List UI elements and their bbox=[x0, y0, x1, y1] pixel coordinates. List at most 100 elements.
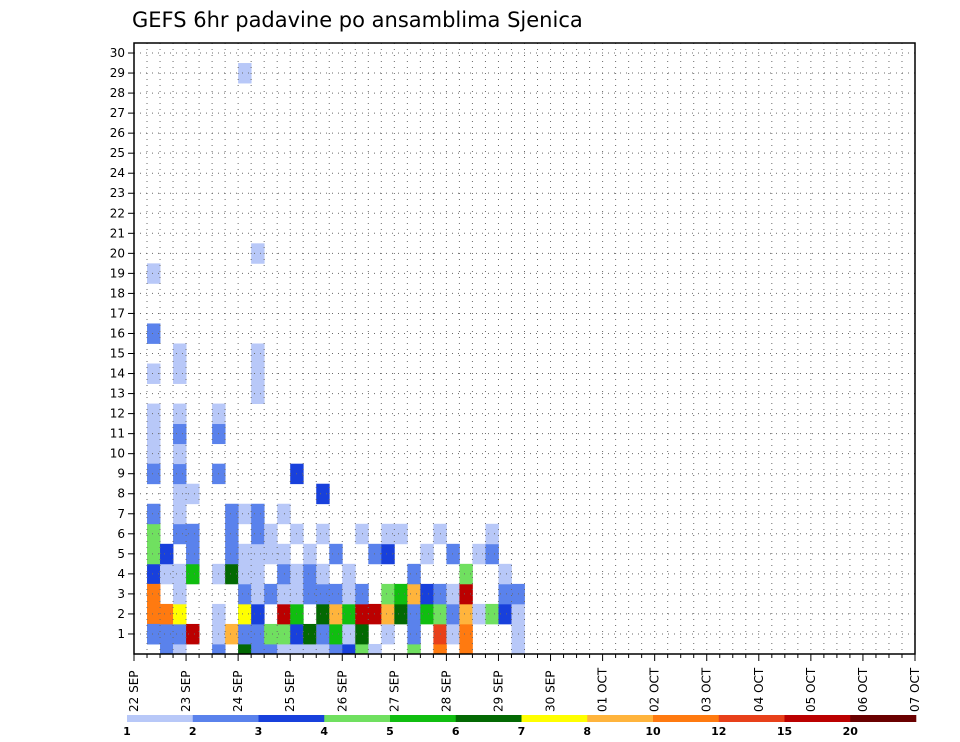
legend-label: 5 bbox=[386, 725, 394, 738]
legend-color-swatch bbox=[390, 715, 457, 722]
heatmap-cell bbox=[173, 343, 187, 364]
x-tick-label: 06 OCT bbox=[856, 667, 870, 712]
y-axis: 1234567891011121314151617181920212223242… bbox=[110, 46, 134, 641]
heatmap-cell bbox=[173, 643, 187, 655]
heatmap-cell bbox=[147, 423, 161, 445]
heatmap-cell bbox=[485, 543, 499, 565]
heatmap-cell bbox=[173, 523, 187, 545]
heatmap-cell bbox=[316, 563, 330, 585]
chart-title: GEFS 6hr padavine po ansamblima Sjenica bbox=[132, 8, 583, 32]
legend-label: 8 bbox=[583, 725, 591, 738]
heatmap-cell bbox=[251, 523, 265, 545]
y-tick-label: 16 bbox=[110, 326, 125, 340]
legend-label: 7 bbox=[518, 725, 526, 738]
heatmap-cell bbox=[186, 563, 200, 585]
x-tick-label: 05 OCT bbox=[804, 667, 818, 712]
heatmap-cell bbox=[329, 643, 343, 655]
heatmap-cell bbox=[407, 563, 421, 585]
heatmap-cell bbox=[355, 643, 369, 655]
heatmap-cell bbox=[316, 483, 330, 505]
heatmap-cell bbox=[251, 343, 265, 364]
y-tick-label: 3 bbox=[117, 587, 125, 601]
heatmap-cell bbox=[173, 463, 187, 485]
legend-label: 12 bbox=[711, 725, 726, 738]
heatmap-cell bbox=[394, 523, 408, 545]
heatmap-cell bbox=[251, 383, 265, 404]
heatmap-cell bbox=[316, 603, 330, 625]
heatmap-cell bbox=[186, 543, 200, 565]
heatmap-cell bbox=[303, 643, 317, 655]
heatmap-cell bbox=[173, 363, 187, 384]
heatmap-cell bbox=[485, 523, 499, 545]
y-tick-label: 17 bbox=[110, 306, 125, 320]
y-tick-label: 19 bbox=[110, 266, 125, 280]
y-tick-label: 1 bbox=[117, 627, 125, 641]
heatmap-cell bbox=[381, 523, 395, 545]
heatmap-cell bbox=[290, 643, 304, 655]
heatmap-cell bbox=[173, 623, 187, 645]
y-tick-label: 5 bbox=[117, 547, 125, 561]
y-tick-label: 11 bbox=[110, 427, 125, 441]
heatmap-cell bbox=[147, 403, 161, 425]
heatmap-cell bbox=[173, 423, 187, 445]
legend-color-swatch bbox=[324, 715, 391, 722]
heatmap-cell bbox=[264, 583, 278, 605]
heatmap-cell bbox=[498, 583, 512, 605]
heatmap-cell bbox=[225, 543, 239, 565]
x-tick-label: 25 SEP bbox=[283, 670, 297, 712]
y-tick-label: 28 bbox=[110, 86, 125, 100]
heatmap-cell bbox=[459, 603, 473, 625]
colorbar-legend: 1 2 3 4 5 6 7 8 10 12 15 20 bbox=[123, 715, 917, 738]
heatmap-cell bbox=[173, 583, 187, 605]
y-tick-label: 18 bbox=[110, 286, 125, 300]
y-tick-label: 29 bbox=[110, 66, 125, 80]
heatmap-cell bbox=[472, 603, 486, 625]
x-tick-label: 29 SEP bbox=[491, 670, 505, 712]
x-tick-label: 26 SEP bbox=[335, 670, 349, 712]
heatmap-cell bbox=[316, 623, 330, 645]
heatmap-cell bbox=[251, 623, 265, 645]
y-tick-label: 21 bbox=[110, 226, 125, 240]
heatmap-cell bbox=[147, 563, 161, 585]
legend-label: 4 bbox=[320, 725, 328, 738]
heatmap-cell bbox=[342, 563, 356, 585]
heatmap-cell bbox=[238, 643, 252, 655]
heatmap-cell bbox=[186, 483, 200, 505]
heatmap-cell bbox=[147, 363, 161, 384]
heatmap-cell bbox=[251, 603, 265, 625]
x-tick-label: 28 SEP bbox=[439, 670, 453, 712]
heatmap-cell bbox=[173, 483, 187, 505]
heatmap-cell bbox=[225, 523, 239, 545]
legend-color-swatch bbox=[850, 715, 917, 722]
heatmap-cell bbox=[342, 583, 356, 605]
heatmap-cells bbox=[147, 63, 525, 655]
heatmap-cell bbox=[446, 543, 460, 565]
x-tick-label: 27 SEP bbox=[387, 670, 401, 712]
heatmap-cell bbox=[355, 623, 369, 645]
x-tick-label: 24 SEP bbox=[231, 670, 245, 712]
heatmap-cell bbox=[303, 543, 317, 565]
heatmap-cell bbox=[225, 563, 239, 585]
y-tick-label: 2 bbox=[117, 607, 125, 621]
heatmap-cell bbox=[498, 603, 512, 625]
heatmap-cell bbox=[238, 623, 252, 645]
heatmap-cell bbox=[407, 603, 421, 625]
heatmap-cell bbox=[160, 603, 174, 625]
legend-color-swatch bbox=[521, 715, 588, 722]
heatmap-cell bbox=[264, 543, 278, 565]
heatmap-cell bbox=[472, 543, 486, 565]
legend-color-swatch bbox=[455, 715, 522, 722]
legend-label: 3 bbox=[255, 725, 263, 738]
heatmap-cell bbox=[342, 643, 356, 655]
heatmap-cell bbox=[147, 623, 161, 645]
heatmap-cell bbox=[277, 563, 291, 585]
heatmap-cell bbox=[277, 583, 291, 605]
heatmap-cell bbox=[368, 643, 382, 655]
heatmap-cell bbox=[381, 623, 395, 645]
heatmap-cell bbox=[394, 603, 408, 625]
heatmap-cell bbox=[212, 643, 226, 655]
legend-label: 15 bbox=[777, 725, 792, 738]
heatmap-cell bbox=[316, 523, 330, 545]
y-tick-label: 20 bbox=[110, 246, 125, 260]
